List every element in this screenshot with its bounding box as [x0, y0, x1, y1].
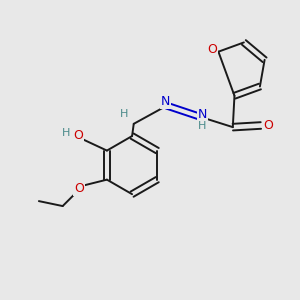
Text: O: O	[263, 119, 273, 132]
Text: H: H	[198, 122, 207, 131]
Text: N: N	[161, 95, 170, 108]
Text: O: O	[74, 182, 84, 195]
Text: O: O	[73, 129, 83, 142]
Text: H: H	[61, 128, 70, 138]
Text: N: N	[198, 108, 207, 121]
Text: O: O	[208, 43, 218, 56]
Text: H: H	[120, 109, 129, 119]
